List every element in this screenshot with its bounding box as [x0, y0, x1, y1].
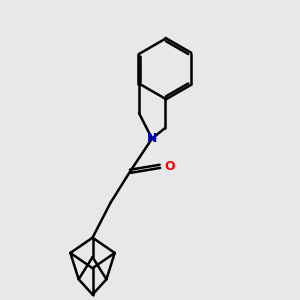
Text: N: N	[147, 132, 157, 145]
Text: O: O	[164, 160, 175, 173]
